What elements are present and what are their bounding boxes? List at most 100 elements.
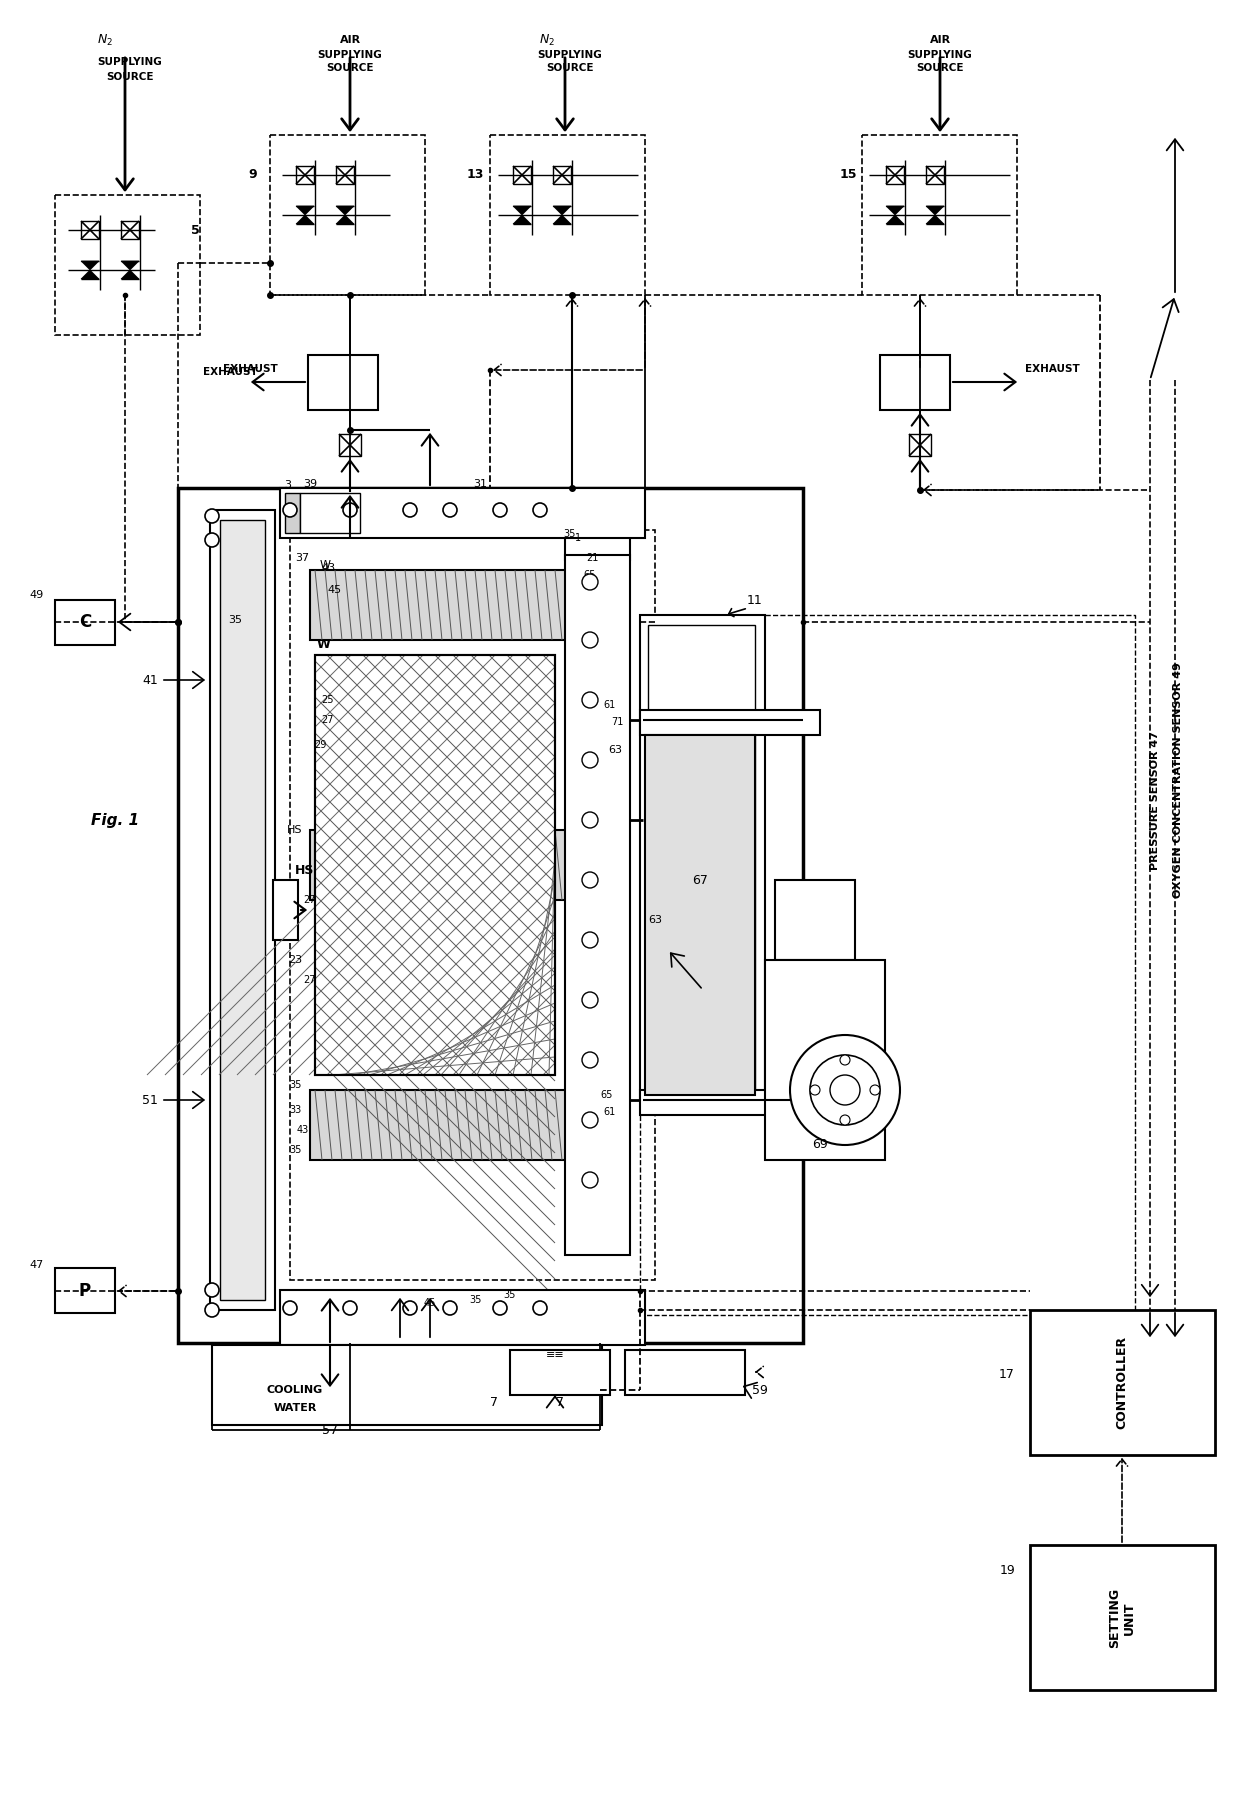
Circle shape	[582, 932, 598, 948]
Text: 39: 39	[303, 479, 317, 490]
Circle shape	[205, 1303, 219, 1318]
Bar	[280, 488, 645, 539]
Bar	[1030, 1310, 1215, 1454]
Circle shape	[205, 510, 219, 522]
Text: EXHAUST: EXHAUST	[203, 368, 258, 377]
Bar	[887, 166, 904, 184]
Text: ≡≡: ≡≡	[546, 1350, 564, 1360]
Text: 47: 47	[30, 1259, 43, 1270]
Text: 35: 35	[290, 1079, 303, 1090]
Text: 37: 37	[295, 553, 309, 562]
Bar	[510, 1350, 610, 1394]
Circle shape	[403, 502, 417, 517]
Bar	[565, 555, 630, 1256]
Bar	[122, 220, 139, 238]
Bar	[300, 493, 360, 533]
Text: 7: 7	[556, 1396, 564, 1409]
Polygon shape	[122, 260, 139, 269]
Bar	[862, 135, 1017, 295]
Circle shape	[205, 1283, 219, 1298]
Text: W: W	[317, 639, 331, 652]
Circle shape	[582, 872, 598, 888]
Bar	[55, 1269, 115, 1312]
Bar	[315, 655, 556, 1076]
Polygon shape	[296, 215, 314, 224]
Text: 49: 49	[30, 590, 43, 601]
Bar	[490, 135, 645, 295]
Bar	[55, 195, 200, 335]
Text: 29: 29	[314, 741, 326, 750]
Circle shape	[403, 1301, 417, 1316]
Text: EXHAUST: EXHAUST	[223, 364, 278, 373]
Bar	[308, 355, 378, 410]
Text: 35: 35	[503, 1290, 516, 1299]
Polygon shape	[926, 215, 944, 224]
Text: AIR: AIR	[930, 35, 951, 46]
Circle shape	[582, 1052, 598, 1068]
Text: 31: 31	[472, 479, 487, 490]
Bar	[296, 166, 314, 184]
Circle shape	[283, 502, 298, 517]
Bar	[640, 710, 820, 735]
Bar	[765, 959, 885, 1159]
Bar	[310, 1090, 610, 1159]
Text: SOURCE: SOURCE	[107, 73, 154, 82]
Circle shape	[343, 1301, 357, 1316]
Text: SETTING
UNIT: SETTING UNIT	[1109, 1587, 1136, 1649]
Text: PRESSURE SENSOR 47: PRESSURE SENSOR 47	[1149, 730, 1159, 870]
Text: AIR: AIR	[340, 35, 361, 46]
Text: 45: 45	[327, 584, 342, 595]
Bar	[625, 1350, 745, 1394]
Circle shape	[810, 1085, 820, 1096]
Text: C: C	[79, 613, 91, 632]
Bar	[219, 521, 265, 1299]
Bar	[880, 355, 950, 410]
Text: 21: 21	[585, 553, 598, 562]
Text: SOURCE: SOURCE	[326, 64, 373, 73]
Text: 59: 59	[753, 1383, 768, 1396]
Text: 35: 35	[290, 1145, 303, 1156]
Bar	[315, 655, 556, 1076]
Circle shape	[582, 632, 598, 648]
Text: 15: 15	[839, 169, 857, 182]
Text: 17: 17	[999, 1369, 1016, 1381]
Text: W: W	[320, 561, 331, 570]
Text: $N_2$: $N_2$	[539, 33, 556, 47]
Text: 67: 67	[692, 874, 708, 886]
Text: 63: 63	[649, 915, 662, 925]
Text: 35: 35	[564, 530, 577, 539]
Text: 33: 33	[289, 1105, 301, 1116]
Text: 1: 1	[575, 533, 582, 542]
Bar	[775, 881, 856, 959]
Circle shape	[582, 812, 598, 828]
Bar	[645, 735, 755, 1096]
Polygon shape	[887, 215, 904, 224]
Bar	[81, 220, 99, 238]
Text: 63: 63	[608, 744, 622, 755]
Circle shape	[443, 1301, 458, 1316]
Circle shape	[790, 1036, 900, 1145]
Text: WATER: WATER	[273, 1403, 316, 1412]
Text: CONTROLLER: CONTROLLER	[1116, 1336, 1128, 1429]
Circle shape	[839, 1116, 849, 1125]
Bar	[909, 433, 931, 457]
Bar	[640, 1090, 820, 1116]
Bar	[212, 1345, 601, 1425]
Bar	[553, 166, 570, 184]
Circle shape	[582, 992, 598, 1008]
Circle shape	[839, 1056, 849, 1065]
Bar	[565, 510, 630, 561]
Text: HS: HS	[295, 863, 315, 877]
Text: 65: 65	[601, 1090, 614, 1099]
Text: 35: 35	[469, 1296, 481, 1305]
Bar	[310, 570, 610, 641]
Polygon shape	[296, 206, 314, 215]
Text: SOURCE: SOURCE	[547, 64, 594, 73]
Text: 35: 35	[228, 615, 242, 624]
Bar	[575, 564, 620, 1245]
Bar	[513, 166, 531, 184]
Text: SUPPLYING: SUPPLYING	[317, 49, 382, 60]
Circle shape	[810, 1056, 880, 1125]
Text: 27: 27	[321, 715, 334, 724]
Polygon shape	[336, 215, 353, 224]
